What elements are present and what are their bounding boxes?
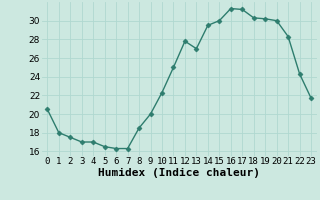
X-axis label: Humidex (Indice chaleur): Humidex (Indice chaleur) <box>98 168 260 178</box>
